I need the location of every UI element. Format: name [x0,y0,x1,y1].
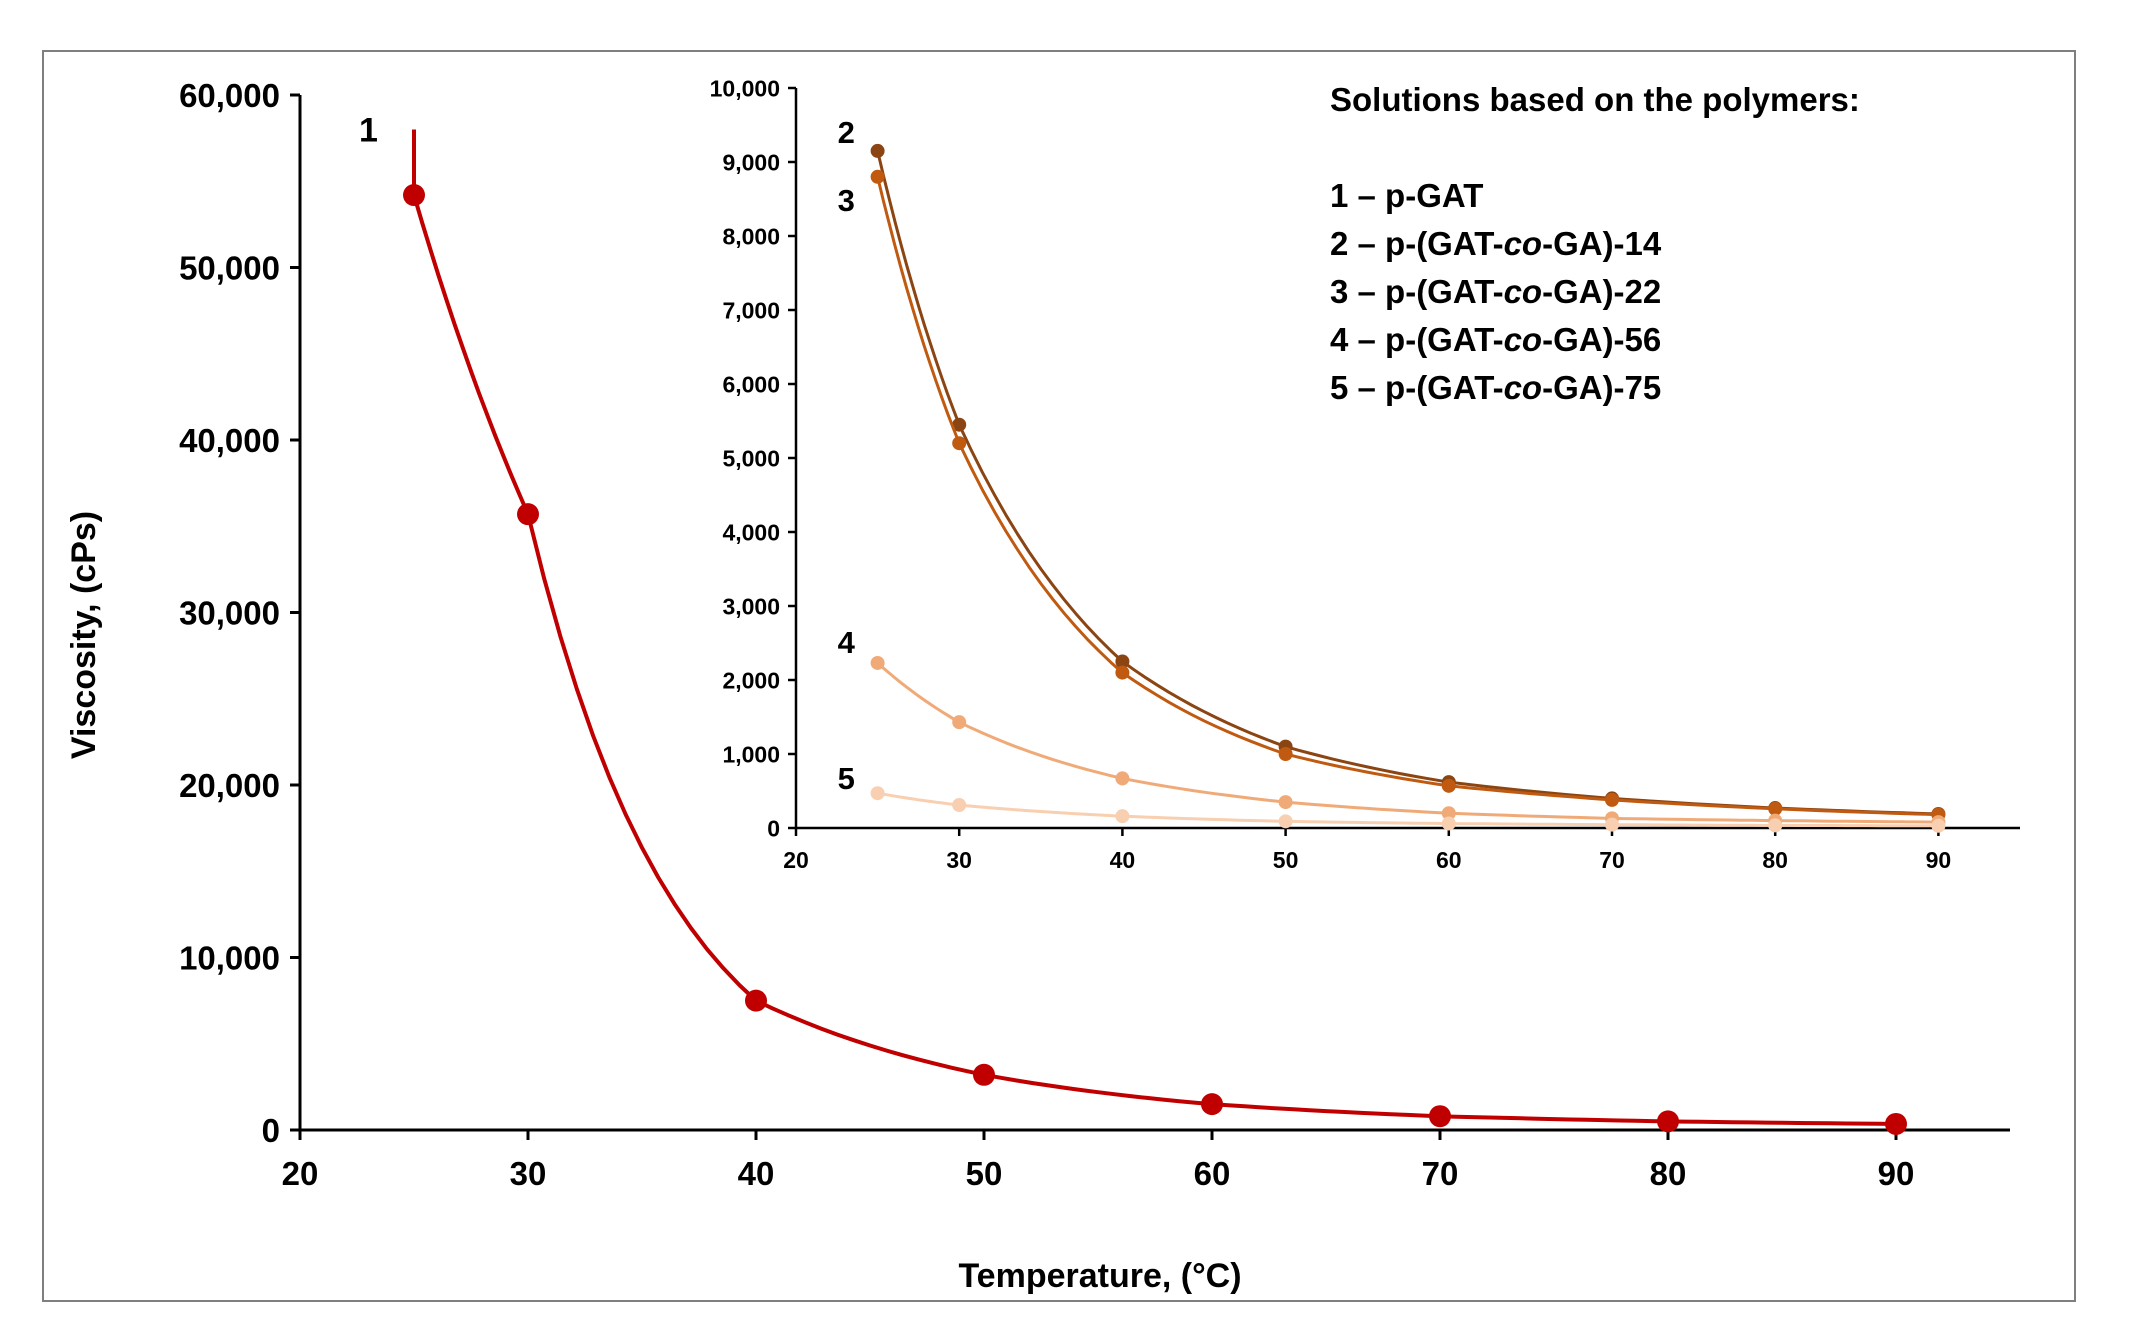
series-label-4: 4 [838,625,856,660]
inset-y-tick-label: 2,000 [722,667,780,693]
main-x-tick-label: 20 [282,1155,319,1192]
main-series-1-point [403,184,425,207]
inset-y-tick-label: 4,000 [722,519,780,545]
main-y-tick-label: 10,000 [179,939,280,976]
main-x-tick-label: 40 [738,1155,775,1192]
inset-series-5-fit-line [877,791,1939,828]
legend-entry-1: 1 – p-GAT [1330,177,1484,214]
inset-y-tick-label: 10,000 [710,75,780,101]
main-y-tick-label: 60,000 [179,77,280,114]
main-x-tick-label: 80 [1650,1155,1687,1192]
main-series-1-point [745,989,767,1012]
inset-series-2-point [870,143,885,158]
inset-series-2-point [1115,654,1130,669]
main-y-tick-label: 50,000 [179,249,280,286]
inset-series-3-point [1605,792,1619,807]
inset-series-3-point [870,169,885,184]
inset-x-tick-label: 90 [1926,847,1952,873]
inset-y-tick-label: 7,000 [722,297,780,323]
main-series-1-point [1201,1093,1223,1116]
inset-series-4-point [952,715,967,730]
inset-y-tick-label: 3,000 [722,593,780,619]
main-x-tick-label: 90 [1878,1155,1915,1192]
main-x-tick-label: 60 [1194,1155,1231,1192]
inset-series-5-point [952,798,967,813]
inset-y-tick-label: 8,000 [722,223,780,249]
inset-series-3-point [1278,747,1293,761]
inset-series-5-point [870,786,885,801]
inset-x-tick-label: 50 [1273,847,1299,873]
inset-y-tick-label: 5,000 [722,445,780,471]
main-x-tick-label: 70 [1422,1155,1459,1192]
inset-series-4-point [870,655,885,670]
inset-series-3-point [1441,778,1456,793]
main-series-1-point [1657,1110,1679,1133]
main-series-1-point [517,503,539,526]
main-x-tick-label: 50 [966,1155,1003,1192]
legend: Solutions based on the polymers: 1 – p-G… [1330,76,1860,412]
legend-entry-5: 5 – p-(GAT-co-GA)-75 [1330,369,1662,406]
series-label-2: 2 [838,115,855,150]
inset-y-tick-label: 0 [767,815,780,841]
inset-y-tick-label: 6,000 [722,371,780,397]
main-series-1-point [1429,1105,1451,1128]
legend-title: Solutions based on the polymers: [1330,81,1860,118]
inset-x-tick-label: 70 [1599,847,1625,873]
inset-x-tick-label: 20 [783,847,809,873]
inset-y-tick-label: 1,000 [722,741,780,767]
inset-x-tick-label: 30 [946,847,972,873]
inset-series-3-fit-line [876,176,1939,817]
inset-series-4-point [1115,771,1130,786]
main-x-tick-label: 30 [510,1155,547,1192]
inset-series-4-point [1441,806,1456,821]
inset-series-5-point [1605,817,1619,832]
inset-series-3-point [1768,801,1783,816]
inset-x-tick-label: 60 [1436,847,1462,873]
inset-series-5-point [1768,818,1783,833]
inset-series-3-point [1115,665,1130,680]
inset-series-5-point [1441,816,1456,831]
inset-series-4-fit-line [876,661,1939,824]
inset-series-5-point [1115,809,1130,824]
series-label-1: 1 [359,112,378,150]
y-axis-title: Viscosity, (cPs) [65,511,103,759]
legend-entry-3: 3 – p-(GAT-co-GA)-22 [1330,273,1662,310]
inset-y-tick-label: 9,000 [722,149,780,175]
main-y-tick-label: 0 [262,1112,280,1149]
main-series-1-point [973,1063,995,1086]
inset-x-tick-label: 40 [1110,847,1136,873]
x-axis-title: Temperature, (°C) [958,1257,1241,1295]
figure-frame [42,50,2076,1302]
inset-series-3-point [952,436,967,451]
inset-series-5-point [1931,818,1946,833]
series-label-3: 3 [838,183,855,218]
main-y-tick-label: 20,000 [179,767,280,804]
series-label-5: 5 [838,761,855,796]
inset-series-2-point [952,417,967,432]
inset-series-4-point [1278,795,1293,810]
main-y-tick-label: 40,000 [179,422,280,459]
main-series-1-point [1885,1112,1907,1135]
inset-x-tick-label: 80 [1762,847,1788,873]
inset-series-5-point [1278,814,1293,829]
legend-entry-2: 2 – p-(GAT-co-GA)-14 [1330,225,1662,262]
legend-entry-4: 4 – p-(GAT-co-GA)-56 [1330,321,1662,358]
main-y-tick-label: 30,000 [179,594,280,631]
